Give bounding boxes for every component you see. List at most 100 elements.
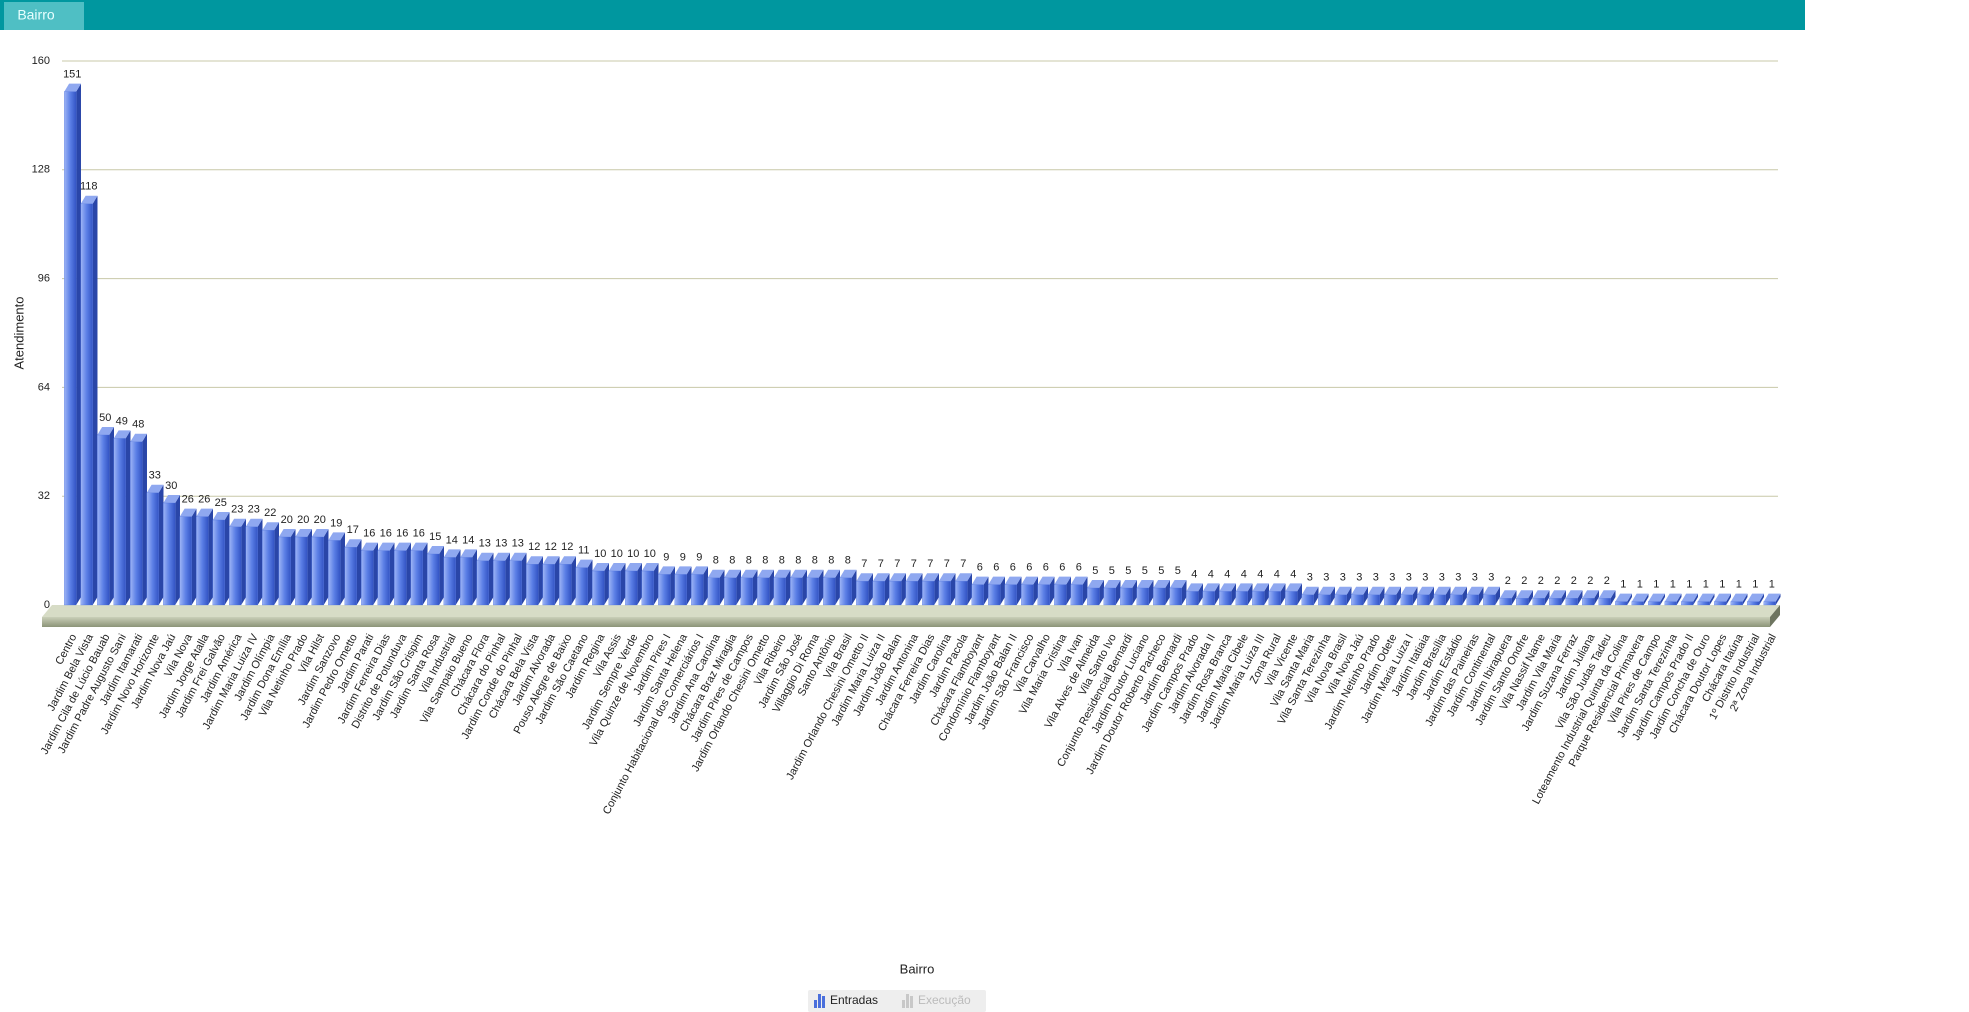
bar [773, 569, 791, 606]
value-label: 10 [594, 548, 606, 560]
value-label: 8 [812, 555, 818, 567]
bar-front [641, 570, 654, 606]
bar-front [1433, 594, 1446, 606]
bar-top [229, 518, 246, 527]
header-tab-label[interactable]: Bairro [17, 7, 55, 23]
y-tick-label: 0 [44, 599, 50, 611]
value-label: 2 [1505, 575, 1511, 587]
bar-front [1681, 601, 1694, 606]
bar-top [1631, 593, 1649, 602]
bar-top [1681, 593, 1698, 602]
bar [262, 522, 279, 606]
value-label: 1 [1653, 579, 1659, 591]
value-label: 48 [132, 419, 144, 431]
value-label: 20 [314, 514, 326, 526]
bar-side [1495, 586, 1500, 605]
bar-front [1499, 598, 1512, 606]
bar-side [241, 518, 246, 605]
bar [64, 83, 81, 606]
bar-side [1132, 580, 1137, 605]
value-label: 11 [578, 545, 589, 557]
bar-side [488, 552, 494, 605]
bar-top [575, 559, 593, 568]
bar [1466, 586, 1484, 606]
bar-top [1433, 586, 1451, 595]
bar-side [208, 508, 213, 605]
bar-top [394, 542, 411, 551]
bar-side [373, 542, 378, 605]
bar-side [1099, 580, 1104, 605]
bar [1318, 586, 1335, 606]
value-label: 9 [663, 551, 669, 563]
bar-front [1697, 601, 1710, 606]
bar-front [245, 526, 258, 606]
bar-side [703, 566, 708, 605]
bar [1103, 580, 1121, 606]
value-label: 50 [99, 412, 111, 424]
bar-top [295, 529, 312, 537]
bar-top [1615, 593, 1632, 602]
bar-side [1462, 586, 1467, 605]
value-label: 22 [264, 507, 276, 519]
bar [740, 569, 758, 606]
bar-front [361, 550, 374, 606]
bar-front [146, 492, 159, 606]
bar-side [1709, 593, 1715, 605]
bar-side [1363, 586, 1368, 605]
bar [1516, 590, 1533, 606]
value-label: 4 [1241, 568, 1247, 580]
bar-side [851, 569, 857, 605]
value-label: 6 [1059, 562, 1065, 574]
bar [1169, 580, 1187, 606]
bar [707, 569, 725, 606]
bar-front [1549, 598, 1562, 606]
bar-top [328, 532, 345, 541]
bar [542, 556, 560, 606]
value-label: 151 [63, 69, 81, 81]
bar-side [637, 563, 642, 605]
bar [179, 508, 197, 606]
bar [1037, 576, 1055, 606]
bar [608, 563, 626, 606]
bar-top [1103, 580, 1121, 588]
bar-front [1466, 594, 1479, 606]
bar-side [158, 484, 164, 605]
bar-front [1351, 594, 1364, 606]
bar-side [422, 542, 428, 605]
value-label: 1 [1703, 579, 1709, 591]
bar-top [377, 542, 395, 551]
bar [1219, 583, 1236, 606]
bar-side [274, 522, 279, 605]
legend-label[interactable]: Entradas [830, 993, 878, 1007]
bar-front [1483, 594, 1496, 606]
value-label: 30 [165, 480, 177, 492]
legend-label-inactive[interactable]: Execução [918, 993, 971, 1007]
bar-front [212, 519, 225, 606]
bar-front [674, 574, 687, 606]
header-tab[interactable] [4, 2, 84, 30]
bar [146, 484, 164, 606]
bar-side [1759, 593, 1764, 605]
bar-front [262, 530, 275, 606]
bar-side [389, 542, 395, 605]
bar-top [1318, 586, 1335, 595]
bar-side [983, 576, 989, 605]
bar-top [1070, 576, 1088, 585]
bar [1763, 593, 1781, 606]
bar-top [80, 195, 98, 204]
value-label: 3 [1389, 572, 1395, 584]
bar-front [1070, 584, 1083, 606]
bar-top [674, 566, 692, 575]
bar-front [278, 536, 291, 606]
bar-front [179, 516, 192, 606]
bar-front [1615, 601, 1628, 606]
bar-top [179, 508, 197, 517]
bar-side [1775, 593, 1781, 605]
bar [361, 542, 378, 606]
value-label: 6 [1026, 562, 1032, 574]
bar-top [1400, 586, 1418, 595]
bar [1747, 593, 1764, 606]
bar [889, 573, 906, 606]
